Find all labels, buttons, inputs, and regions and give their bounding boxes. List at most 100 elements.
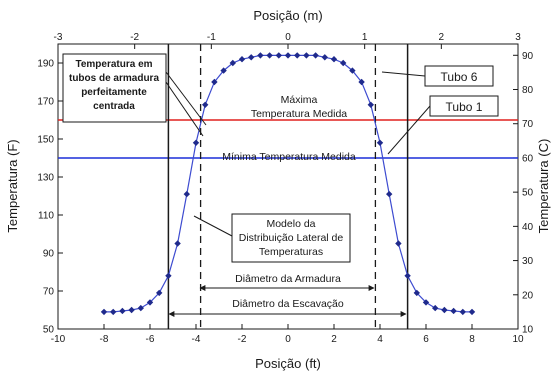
x-tick-label: 2 xyxy=(331,334,337,345)
tubo1-leader xyxy=(387,105,431,155)
data-point xyxy=(459,308,466,316)
data-point xyxy=(128,306,135,314)
x2-tick-label: -3 xyxy=(54,32,63,43)
y2-axis-title: Temperatura (C) xyxy=(536,139,551,234)
y2-tick-label: 50 xyxy=(522,188,534,199)
model-label-2: Distribuição Lateral de xyxy=(239,232,344,244)
y2-tick-label: 60 xyxy=(522,153,534,164)
tubo6-leader xyxy=(381,71,426,77)
min-temp-label: Mínima Temperatura Medida xyxy=(222,151,356,163)
centered-cage-box xyxy=(62,53,167,123)
data-point xyxy=(257,52,264,59)
x2-tick-label: 3 xyxy=(515,32,521,43)
data-point xyxy=(220,67,227,74)
y-tick-label: 130 xyxy=(37,173,54,184)
data-point xyxy=(248,54,255,61)
y-tick-label: 90 xyxy=(43,249,55,260)
x-tick-label: -2 xyxy=(238,334,247,345)
data-point xyxy=(202,101,209,108)
data-point xyxy=(137,304,144,312)
y2-tick-label: 30 xyxy=(522,256,534,267)
data-series xyxy=(100,52,476,316)
data-point xyxy=(146,299,154,306)
model-box xyxy=(231,213,351,263)
y2-tick-label: 80 xyxy=(522,85,534,96)
data-point xyxy=(174,240,181,247)
data-point xyxy=(229,59,236,67)
y-tick-label: 170 xyxy=(37,97,54,108)
data-point xyxy=(395,240,402,247)
y2-tick-label: 10 xyxy=(522,325,534,336)
data-point xyxy=(386,190,393,198)
data-point xyxy=(266,52,273,59)
x-tick-label: -6 xyxy=(146,334,155,345)
tubo1-label: Tubo 1 xyxy=(446,100,483,114)
x-tick-label: 8 xyxy=(469,334,475,345)
centered-cage-label-2: tubos de armadura xyxy=(69,73,159,84)
x2-tick-label: -1 xyxy=(207,32,216,43)
excavation-diameter-label: Diâmetro da Escavação xyxy=(232,298,344,310)
data-point xyxy=(450,307,457,315)
x-tick-label: -4 xyxy=(192,334,201,345)
x-tick-label: -8 xyxy=(100,334,109,345)
y-tick-label: 110 xyxy=(38,211,54,222)
data-point xyxy=(468,308,476,316)
model-label-3: Temperaturas xyxy=(259,246,323,258)
data-point xyxy=(303,52,310,59)
data-point xyxy=(275,52,282,59)
data-point xyxy=(165,272,172,279)
model-leader xyxy=(193,215,233,237)
data-point xyxy=(340,59,347,67)
data-point xyxy=(321,54,328,61)
y2-tick-label: 20 xyxy=(522,290,534,301)
y-tick-label: 50 xyxy=(43,325,55,336)
model-label-1: Modelo da xyxy=(266,218,315,230)
x2-tick-label: -2 xyxy=(130,32,139,43)
data-point xyxy=(422,299,430,306)
data-point xyxy=(404,272,411,279)
x2-tick-label: 0 xyxy=(285,32,291,43)
x-tick-label: 10 xyxy=(512,334,524,345)
data-point xyxy=(192,139,200,146)
max-temp-label-line2: Temperatura Medida xyxy=(251,108,347,120)
data-point xyxy=(358,78,365,86)
data-point xyxy=(367,101,374,108)
data-point xyxy=(413,289,420,297)
x-tick-label: -10 xyxy=(51,334,66,345)
centered-cage-leader-1 xyxy=(165,71,207,126)
y-axis-title: Temperatura (F) xyxy=(5,139,20,232)
tubo6-label: Tubo 6 xyxy=(441,70,478,84)
y-tick-label: 150 xyxy=(37,135,54,146)
y-tick-label: 190 xyxy=(37,59,54,70)
data-point xyxy=(330,56,338,63)
data-point xyxy=(284,52,292,59)
y2-tick-label: 40 xyxy=(522,222,534,233)
centered-cage-label-1: Temperatura em xyxy=(75,59,152,70)
data-point xyxy=(349,67,356,74)
cage-diameter-label: Diâmetro da Armadura xyxy=(235,273,341,285)
axis-ticks: -10 -8 -6 -4 -2 0 2 4 6 8 10-3 -2 -1 0 1 2 3507090110130… xyxy=(37,32,533,345)
data-point xyxy=(238,56,246,63)
data-point xyxy=(183,190,190,198)
x-tick-label: 6 xyxy=(423,334,429,345)
x2-axis-title: Posição (m) xyxy=(253,8,322,23)
y2-tick-label: 70 xyxy=(522,119,534,130)
centered-cage-label-3: perfeitamente xyxy=(81,87,147,98)
x2-tick-label: 1 xyxy=(362,32,368,43)
centered-cage-leader-2 xyxy=(165,81,204,137)
data-point xyxy=(119,307,126,315)
data-point xyxy=(441,306,448,314)
data-point xyxy=(312,52,319,59)
x-tick-label: 0 xyxy=(285,334,291,345)
data-point xyxy=(110,308,117,316)
y2-tick-label: 90 xyxy=(522,51,534,62)
max-temp-label: Máxima xyxy=(281,94,318,106)
data-point xyxy=(156,289,163,297)
centered-cage-label-4: centrada xyxy=(93,101,135,112)
x-tick-label: 4 xyxy=(377,334,383,345)
data-point xyxy=(432,304,439,312)
data-point xyxy=(100,308,108,316)
x-axis-title: Posição (ft) xyxy=(255,356,321,371)
data-point xyxy=(211,78,218,86)
